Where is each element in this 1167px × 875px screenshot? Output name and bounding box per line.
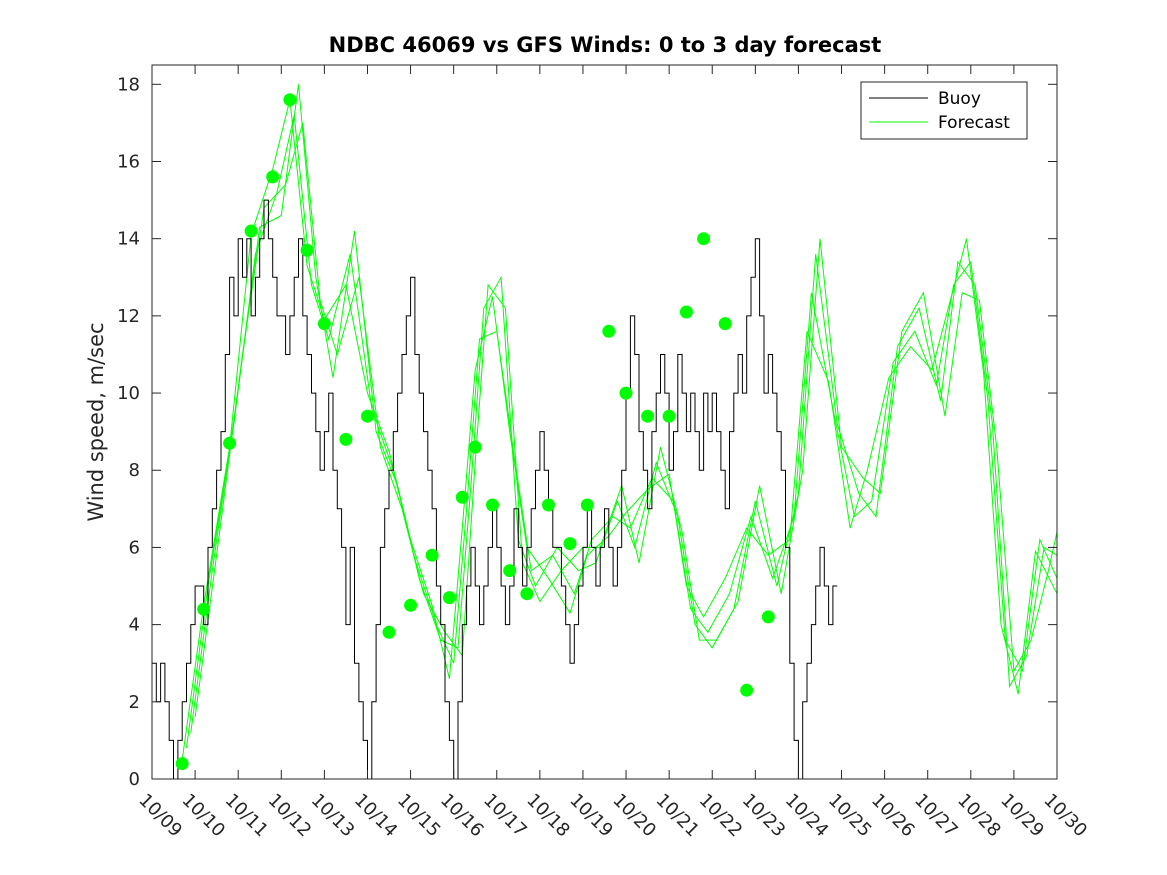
forecast-marker [300,243,314,257]
forecast-marker [740,683,754,697]
x-tick-label: 10/27 [910,790,962,842]
x-tick-label: 10/10 [178,790,230,842]
x-tick-label: 10/12 [264,790,316,842]
forecast-marker [382,625,396,639]
x-tick-label: 10/30 [1039,790,1091,842]
forecast-marker [619,386,633,400]
forecast-marker [244,224,258,238]
x-tick-label: 10/11 [221,790,273,842]
x-tick-label: 10/19 [565,790,617,842]
forecast-line-3 [190,84,1058,733]
forecast-line-1 [181,99,1058,760]
forecast-marker [662,409,676,423]
forecast-marker [468,440,482,454]
x-tick-label: 10/09 [134,790,186,842]
forecast-marker [520,587,534,601]
legend-forecast-label: Forecast [938,113,1010,133]
y-tick-label: 8 [129,460,140,481]
y-axis-label: Wind speed, m/sec [84,322,108,521]
y-tick-label: 18 [117,74,140,95]
y-tick-label: 0 [129,769,140,790]
x-tick-label: 10/24 [781,790,833,842]
y-tick-label: 10 [117,383,140,404]
forecast-marker [442,591,456,605]
forecast-marker [563,537,577,551]
chart-title: NDBC 46069 vs GFS Winds: 0 to 3 day fore… [329,33,882,57]
y-tick-label: 12 [117,306,140,327]
forecast-marker [283,93,297,107]
y-tick-label: 2 [129,692,140,713]
forecast-marker [761,610,775,624]
x-tick-label: 10/18 [522,790,574,842]
x-tick-label: 10/29 [996,790,1048,842]
forecast-marker [679,305,693,319]
y-tick-label: 16 [117,151,140,172]
y-axis: 0 2 4 6 8 10 12 14 16 18 [117,74,1057,790]
forecast-marker [602,324,616,338]
y-tick-label: 14 [117,229,140,250]
x-tick-label: 10/28 [953,790,1005,842]
forecast-marker [223,436,237,450]
forecast-marker [175,757,189,771]
legend-box [860,81,1028,140]
forecast-marker [455,490,469,504]
x-tick-label: 10/22 [695,790,747,842]
x-tick-label: 10/17 [479,790,531,842]
forecast-marker [503,564,517,578]
plot-frame [151,64,1058,780]
forecast-marker [486,498,499,512]
forecast-marker [339,432,353,446]
forecast-line-4 [194,122,1058,718]
x-tick-label: 10/26 [867,790,919,842]
x-tick-label: 10/14 [350,790,402,842]
forecast-marker [266,170,280,184]
forecast-marker [425,548,439,562]
x-tick-label: 10/21 [652,790,704,842]
x-tick-label: 10/23 [738,790,790,842]
forecast-marker [580,498,594,512]
x-tick-label: 10/15 [393,790,445,842]
x-tick-label: 10/20 [609,790,661,842]
y-tick-label: 4 [129,615,140,636]
plot-area [152,65,1057,779]
forecast-marker [697,232,711,246]
legend: Buoy Forecast [860,81,1028,140]
forecast-marker [542,498,555,512]
forecast-marker [641,409,655,423]
legend-buoy-label: Buoy [938,89,981,109]
forecast-marker [718,317,732,331]
forecast-marker [361,409,374,423]
forecast-marker [197,602,211,616]
x-tick-label: 10/16 [436,790,488,842]
marker-layer [175,93,775,771]
x-tick-label: 10/25 [824,790,876,842]
x-tick-label: 10/13 [307,790,359,842]
forecast-marker [317,317,331,331]
y-tick-label: 6 [129,537,140,558]
forecast-marker [404,598,418,612]
